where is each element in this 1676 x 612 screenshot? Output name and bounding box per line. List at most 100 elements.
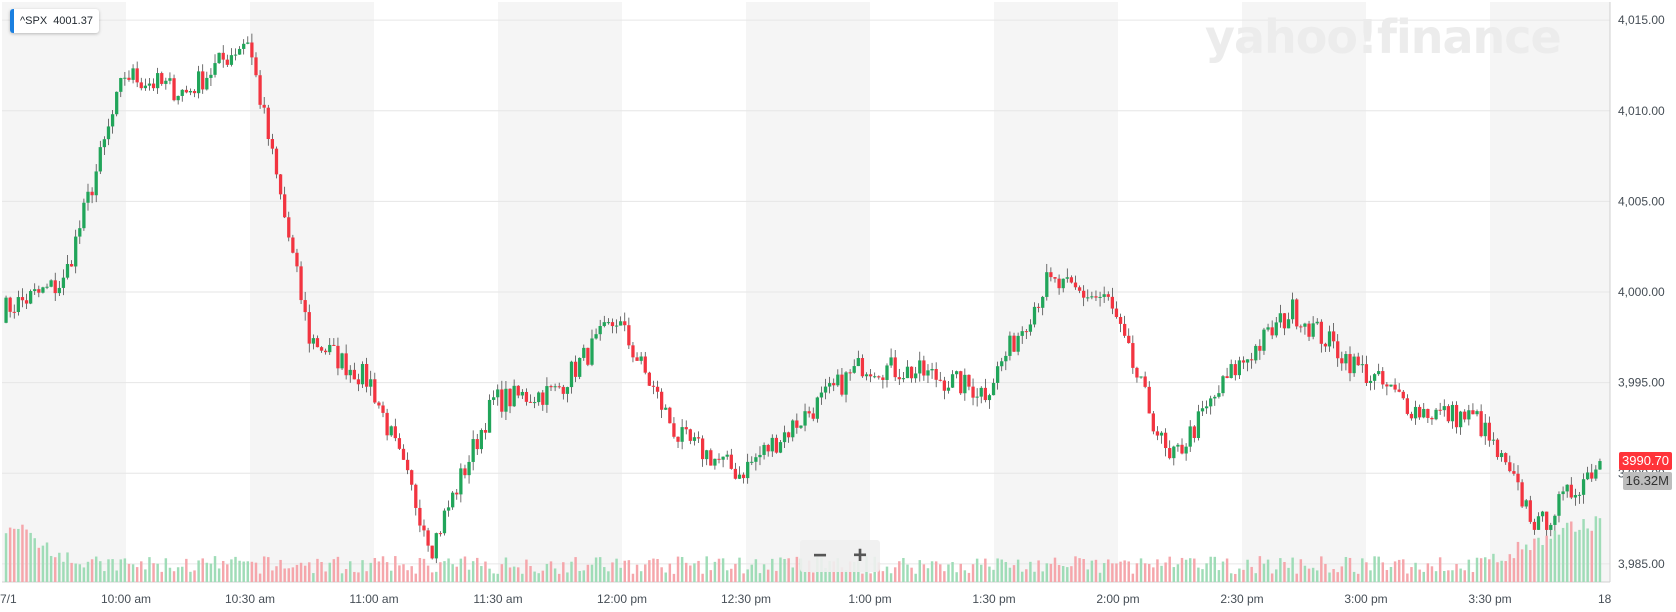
volume-bar xyxy=(738,557,741,582)
candle-body xyxy=(475,439,479,450)
volume-bar xyxy=(439,562,442,582)
volume-bar xyxy=(529,566,532,582)
volume-bar xyxy=(1426,563,1430,582)
volume-bar xyxy=(1434,571,1438,582)
volume-bar xyxy=(963,570,967,582)
volume-bar xyxy=(1205,563,1208,582)
candle-body xyxy=(86,191,90,203)
candle-body xyxy=(1586,472,1590,480)
candle-body xyxy=(799,425,803,428)
volume-bar xyxy=(947,564,950,582)
candle-body xyxy=(1508,462,1512,472)
candle-body xyxy=(1368,380,1373,384)
candle-body xyxy=(1401,391,1405,399)
candle-body xyxy=(1184,446,1188,454)
candle-body xyxy=(881,377,885,380)
x-tick-label: 12:30 pm xyxy=(721,592,771,606)
volume-bar xyxy=(103,571,106,582)
candle-body xyxy=(737,474,742,479)
candle-body xyxy=(1237,360,1242,376)
volume-bar xyxy=(1529,550,1532,582)
volume-bar xyxy=(1430,566,1434,582)
candle-body xyxy=(955,371,959,375)
volume-bar xyxy=(1049,563,1053,582)
volume-bar xyxy=(775,570,778,582)
candle-body xyxy=(725,454,729,457)
zoom-in-button[interactable]: + xyxy=(852,542,867,569)
candle-body xyxy=(762,444,766,455)
volume-bar xyxy=(320,562,323,582)
volume-bar xyxy=(1107,559,1110,582)
volume-bar xyxy=(1594,516,1598,582)
volume-bar xyxy=(242,561,245,582)
candle-body xyxy=(61,277,66,288)
volume-bar xyxy=(422,558,426,582)
volume-bar xyxy=(1066,567,1069,582)
candle-body xyxy=(914,373,918,379)
volume-bar xyxy=(1553,530,1557,582)
candle-body xyxy=(987,395,992,401)
volume-bar xyxy=(648,560,651,582)
yahoo-finance-watermark: yahoo!finance xyxy=(1205,10,1562,64)
candle-body xyxy=(672,423,676,437)
volume-bar xyxy=(246,561,250,582)
candle-body xyxy=(1319,321,1323,344)
volume-bar xyxy=(844,570,848,582)
candle-body xyxy=(188,90,193,93)
candle-body xyxy=(1303,323,1307,327)
candle-body xyxy=(492,397,496,400)
candle-body xyxy=(1598,461,1602,470)
volume-bar xyxy=(123,558,127,582)
volume-bar xyxy=(217,568,221,582)
volume-bar xyxy=(1168,556,1171,582)
candle-body xyxy=(1241,360,1246,363)
candle-body xyxy=(901,378,906,380)
volume-bar xyxy=(1438,557,1442,582)
volume-bar xyxy=(1229,573,1233,582)
candle-body xyxy=(69,264,74,267)
candle-body xyxy=(1540,511,1545,517)
candle-body xyxy=(1458,411,1463,428)
volume-bar xyxy=(451,564,454,582)
candle-body xyxy=(582,347,586,358)
candle-body xyxy=(1450,404,1455,422)
zoom-out-button[interactable]: − xyxy=(812,542,827,569)
candle-body xyxy=(295,252,299,267)
candle-body xyxy=(1258,345,1262,351)
volume-bar xyxy=(1447,570,1450,582)
candle-body xyxy=(1487,422,1491,441)
candle-body xyxy=(1090,296,1094,298)
volume-bar xyxy=(455,566,458,582)
symbol-badge[interactable]: ^SPX 4001.37 xyxy=(10,9,99,33)
volume-bar xyxy=(771,558,774,582)
volume-bar xyxy=(644,564,647,582)
candle-body xyxy=(1409,413,1414,419)
candle-body xyxy=(1352,356,1356,374)
volume-bar xyxy=(803,571,807,582)
volume-bar xyxy=(140,561,143,582)
candle-body xyxy=(192,90,197,94)
candle-body xyxy=(291,237,295,253)
candle-body xyxy=(1049,272,1053,278)
volume-bar xyxy=(1356,573,1360,582)
candle-body xyxy=(1393,384,1397,390)
volume-bar xyxy=(1565,522,1569,582)
volume-bar xyxy=(701,573,704,582)
volume-bar xyxy=(230,559,233,582)
volume-bar xyxy=(1094,559,1098,582)
candle-body xyxy=(479,430,483,450)
volume-bar xyxy=(553,568,557,582)
candle-body xyxy=(631,345,635,358)
candle-body xyxy=(578,357,582,377)
volume-bar xyxy=(1188,558,1192,582)
volume-bar xyxy=(1074,556,1077,582)
candle-body xyxy=(942,380,947,391)
candle-body xyxy=(545,386,549,405)
volume-bar xyxy=(1242,569,1245,582)
volume-bar xyxy=(463,556,467,582)
volume-bar xyxy=(443,561,446,582)
volume-bar xyxy=(361,560,364,582)
candle-body xyxy=(1020,331,1024,336)
